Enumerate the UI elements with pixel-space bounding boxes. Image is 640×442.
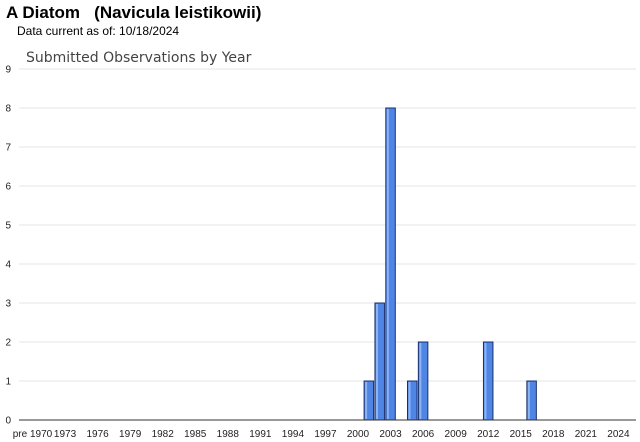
x-tick-label: 1976 [86,429,109,440]
bar-highlight [408,382,411,419]
x-tick-label: 1973 [54,429,77,440]
x-tick-label: 2024 [607,429,630,440]
x-tick-label: 2021 [575,429,598,440]
y-tick-label: 1 [5,377,11,388]
x-tick-label: pre 1970 [13,429,53,440]
y-tick-label: 9 [5,65,11,76]
x-tick-label: 1991 [249,429,272,440]
x-tick-label: 2012 [477,429,500,440]
x-tick-label: 2006 [412,429,435,440]
x-tick-label: 1994 [282,429,305,440]
x-tick-label: 1979 [119,429,142,440]
y-tick-label: 2 [5,338,11,349]
y-tick-label: 5 [5,221,11,232]
gridlines [19,68,636,382]
y-tick-label: 8 [5,104,11,115]
x-tick-label: 2000 [347,429,370,440]
x-tick-label: 1988 [217,429,240,440]
bar-highlight [375,304,378,419]
y-tick-label: 4 [5,260,11,271]
y-tick-label: 3 [5,299,11,310]
x-tick-label: 2018 [542,429,565,440]
page-title: A Diatom (Navicula leistikowii) [6,3,262,22]
x-axis-ticks: pre 1970 1973 1976 1979 1982 1985 1988 1991 1994… [13,429,630,440]
data-date-label: Data current as of: 10/18/2024 [17,24,180,38]
x-tick-label: 2015 [510,429,533,440]
x-tick-label: 1982 [152,429,175,440]
bars [363,107,537,421]
bar-highlight [527,382,530,419]
chart-title: Submitted Observations by Year [26,50,252,66]
y-axis-ticks: 0 1 2 3 4 5 6 7 8 9 [5,65,11,427]
bar-highlight [419,343,422,419]
bar-highlight [484,343,487,419]
bar-highlight [365,382,368,419]
y-tick-label: 7 [5,143,11,154]
y-tick-label: 0 [5,416,11,427]
x-tick-label: 2003 [379,429,402,440]
x-tick-label: 1997 [314,429,337,440]
y-tick-label: 6 [5,182,11,193]
bar-highlight [386,109,389,419]
x-tick-label: 2009 [445,429,468,440]
x-tick-label: 1985 [184,429,207,440]
